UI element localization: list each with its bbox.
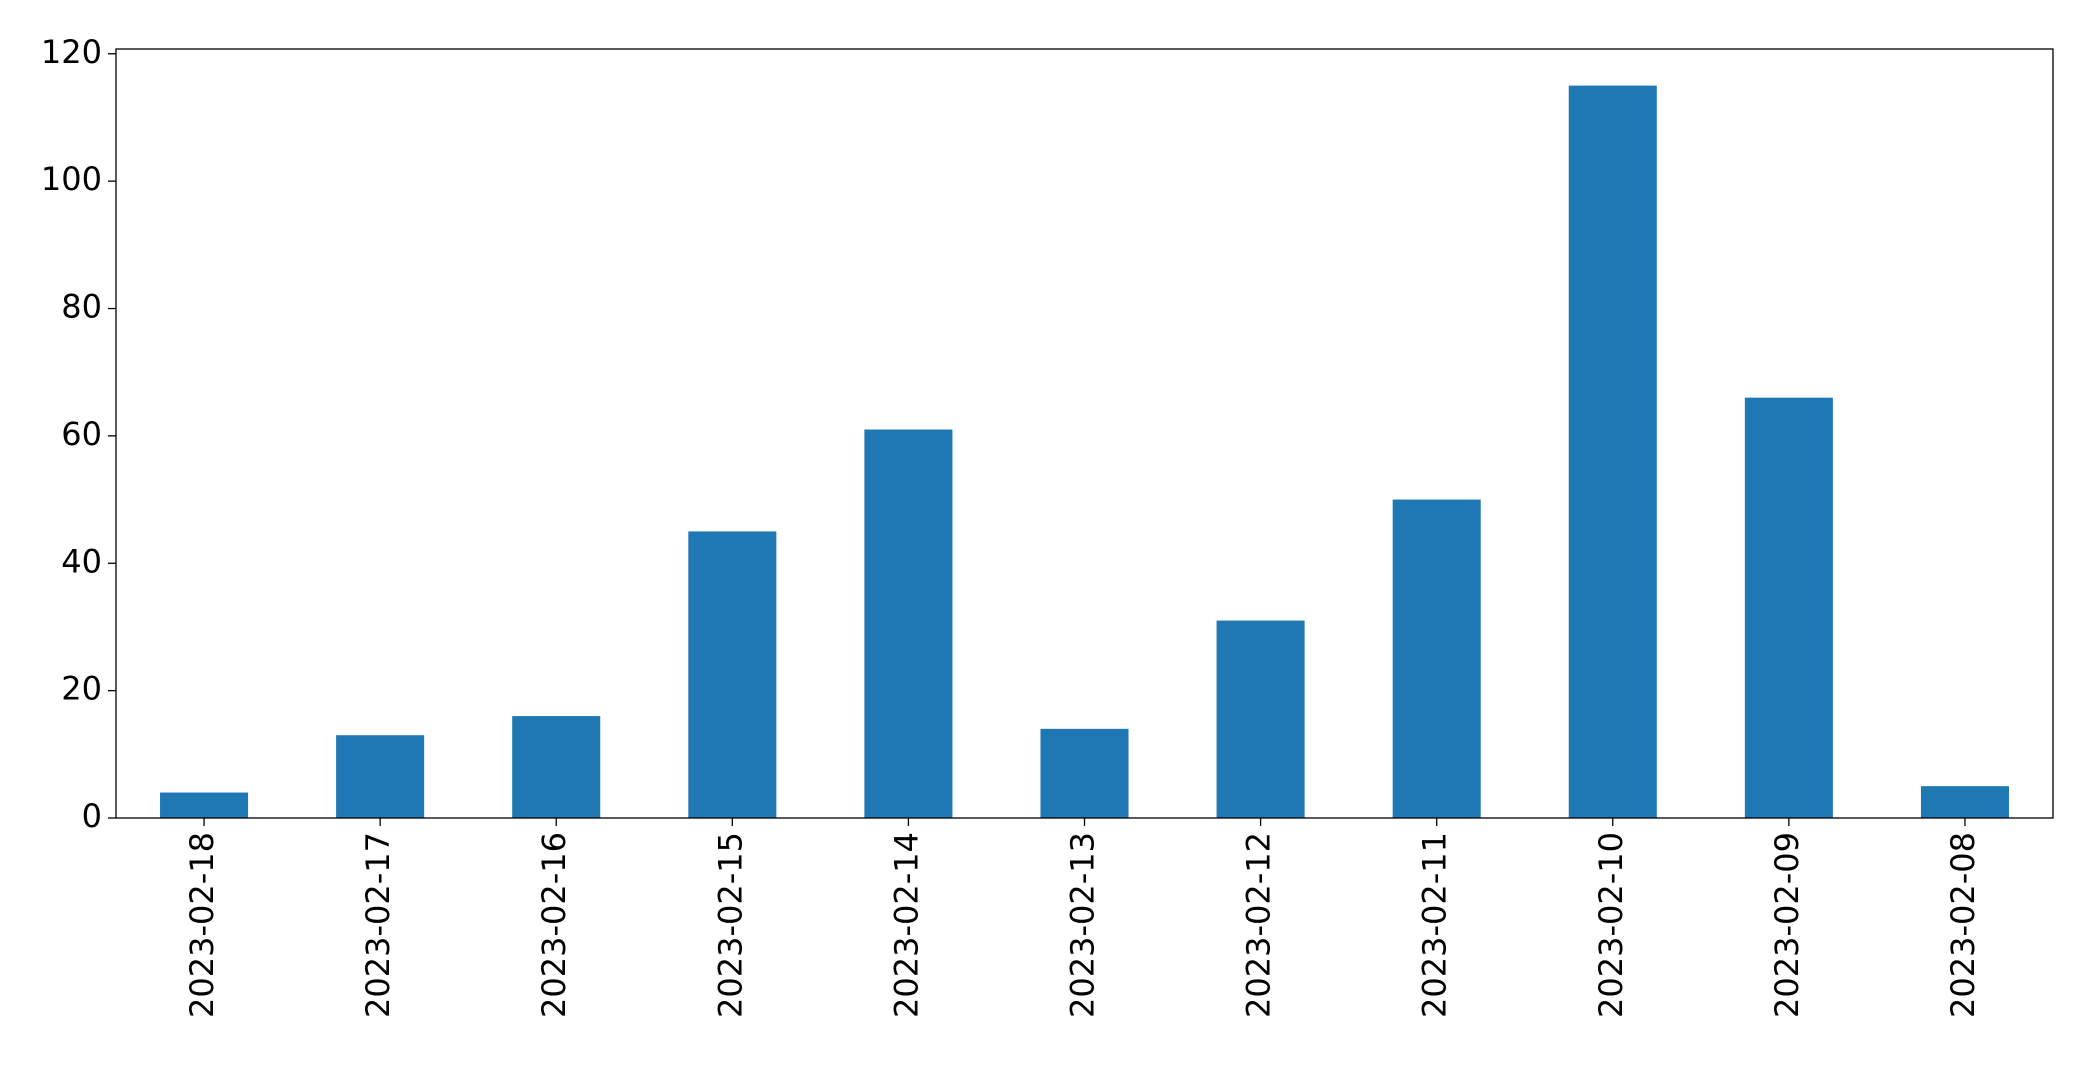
x-tick-label: 2023-02-11 [1416,832,1454,1018]
x-tick-label: 2023-02-16 [535,832,573,1018]
x-tick-label: 2023-02-09 [1768,832,1806,1018]
x-tick-label: 2023-02-13 [1064,832,1102,1018]
plot-frame [115,48,2054,819]
x-tick-label: 2023-02-12 [1240,832,1278,1018]
x-tick-label: 2023-02-15 [711,832,749,1018]
y-tick-label: 80 [61,288,102,326]
y-tick-label: 0 [82,797,102,835]
y-tick-label: 40 [61,542,102,580]
y-tick-label: 100 [41,160,102,198]
y-tick-label: 20 [61,670,102,708]
x-tick-label: 2023-02-18 [183,832,221,1018]
bar [512,716,601,818]
x-tick-label: 2023-02-10 [1592,832,1630,1018]
y-tick-label: 60 [61,415,102,453]
bar [688,531,777,818]
bar [1216,620,1305,818]
x-tick-label: 2023-02-14 [887,832,925,1018]
bar [160,792,249,818]
x-tick-label: 2023-02-17 [359,832,397,1018]
x-tick-label: 2023-02-08 [1944,832,1982,1018]
bar [1744,397,1833,818]
y-tick-label: 120 [41,33,102,71]
bar [1568,85,1657,819]
bar [1040,728,1129,818]
bar [864,429,953,818]
bar [336,735,425,818]
bar [1392,499,1481,818]
bar [1920,786,2009,818]
